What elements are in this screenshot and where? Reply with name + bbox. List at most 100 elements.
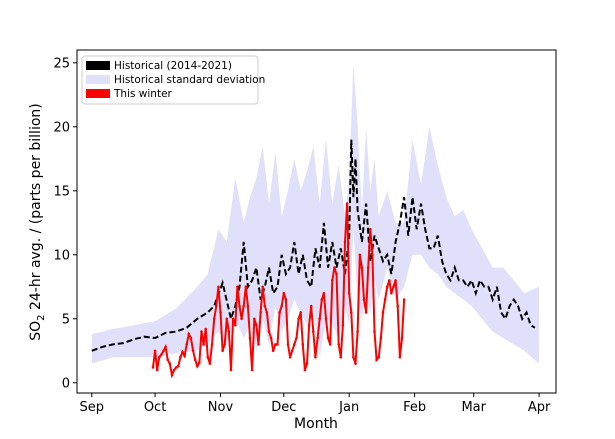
this-winter-point <box>265 311 269 314</box>
this-winter-point <box>198 361 201 364</box>
this-winter-point <box>227 330 231 333</box>
this-winter-point <box>276 343 279 346</box>
this-winter-point <box>381 311 385 314</box>
this-winter-point <box>162 349 165 353</box>
this-winter-point <box>168 362 172 365</box>
this-winter-point <box>390 291 393 295</box>
x-tick-label: Mar <box>461 400 486 415</box>
this-winter-point <box>280 304 284 308</box>
this-winter-point <box>164 345 167 349</box>
this-winter-point <box>396 304 400 308</box>
this-winter-point <box>293 343 296 346</box>
this-winter-point <box>261 285 265 289</box>
this-winter-point <box>356 330 359 333</box>
this-winter-point <box>284 298 288 301</box>
y-tick-label: 10 <box>53 248 70 263</box>
this-winter-markers <box>151 202 406 377</box>
this-winter-point <box>187 332 191 336</box>
this-winter-point <box>392 285 395 289</box>
this-winter-point <box>402 298 406 301</box>
this-winter-point <box>326 336 330 340</box>
this-winter-point <box>377 355 381 359</box>
y-tick-label: 20 <box>53 120 70 135</box>
this-winter-point <box>253 317 256 321</box>
this-winter-line <box>152 203 406 379</box>
plot-frame <box>76 49 557 394</box>
this-winter-point <box>242 304 245 308</box>
legend-swatch-historical <box>86 61 110 70</box>
this-winter-point <box>263 304 267 308</box>
legend-swatch-std-dev <box>86 75 110 84</box>
legend-label-std-dev: Historical standard deviation <box>114 74 265 86</box>
x-tick-label: Apr <box>528 400 551 415</box>
this-winter-point <box>295 336 298 340</box>
this-winter-point <box>200 330 203 333</box>
y-axis-ticks: 0 5 10 15 20 25 <box>53 56 77 391</box>
this-winter-point <box>366 266 370 269</box>
this-winter-point <box>225 317 229 321</box>
this-winter-point <box>360 266 364 269</box>
y-tick-label: 5 <box>62 312 70 327</box>
legend-label-this-winter: This winter <box>113 88 173 100</box>
this-winter-point <box>341 323 345 327</box>
this-winter-point <box>322 291 326 295</box>
this-winter-point <box>217 285 220 289</box>
this-winter-point <box>221 349 224 353</box>
this-winter-point <box>305 362 309 365</box>
this-winter-point <box>206 355 210 359</box>
this-winter-point <box>316 336 319 340</box>
this-winter-point <box>335 272 338 276</box>
this-winter-point <box>394 279 397 282</box>
this-winter-point <box>371 253 374 257</box>
x-axis-title: Month <box>294 416 338 432</box>
this-winter-point <box>286 343 290 346</box>
this-winter-point <box>210 343 214 346</box>
this-winter-point <box>290 349 294 353</box>
this-winter-point <box>345 202 349 205</box>
this-winter-point <box>339 355 343 359</box>
this-winter-point <box>259 311 262 314</box>
this-winter-point <box>274 343 277 346</box>
x-tick-label: Dec <box>271 400 296 415</box>
y-tick-label: 0 <box>62 376 70 391</box>
this-winter-point <box>179 355 182 359</box>
this-winter-point <box>166 358 169 362</box>
this-winter-point <box>236 285 239 289</box>
x-tick-label: Nov <box>208 400 234 415</box>
this-winter-point <box>204 327 207 331</box>
this-winter-point <box>320 298 324 301</box>
this-winter-point <box>158 355 161 359</box>
this-winter-point <box>238 304 241 308</box>
this-winter-point <box>388 279 391 282</box>
this-winter-point <box>183 354 186 358</box>
this-winter-point <box>314 355 317 359</box>
y-tick-label: 25 <box>53 56 70 71</box>
this-winter-point <box>400 336 404 340</box>
this-winter-point <box>257 343 260 346</box>
this-winter-point <box>269 336 273 340</box>
this-winter-point <box>333 266 336 269</box>
historical-std-band <box>91 62 540 364</box>
this-winter-point <box>328 343 332 346</box>
this-winter-point <box>177 364 180 368</box>
this-winter-point <box>288 355 292 359</box>
this-winter-point <box>185 343 188 346</box>
this-winter-point <box>219 311 222 314</box>
this-winter-point <box>267 330 271 333</box>
this-winter-point <box>307 323 311 327</box>
this-winter-point <box>244 285 248 289</box>
this-winter-series <box>152 203 406 379</box>
this-winter-point <box>234 323 237 327</box>
x-tick-label: Feb <box>403 400 426 415</box>
legend-label-historical: Historical (2014-2021) <box>114 60 232 72</box>
y-tick-label: 15 <box>53 184 70 199</box>
x-axis-ticks: Sep Oct Nov Dec Jan Feb Mar Apr <box>80 393 551 415</box>
this-winter-point <box>312 330 315 333</box>
this-winter-point <box>193 358 197 362</box>
this-winter-point <box>352 355 355 359</box>
this-winter-point <box>160 353 163 356</box>
x-tick-label: Oct <box>144 400 166 415</box>
this-winter-point <box>350 311 353 314</box>
this-winter-point <box>212 317 216 321</box>
